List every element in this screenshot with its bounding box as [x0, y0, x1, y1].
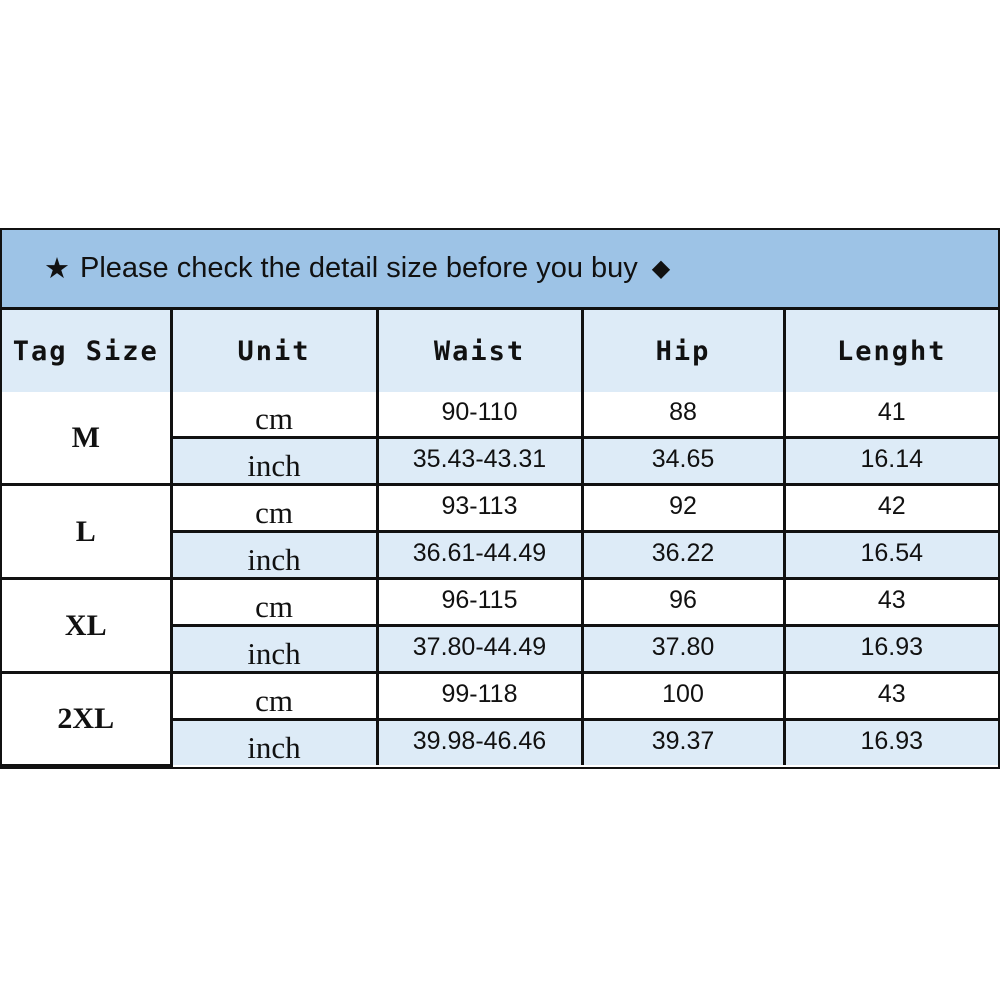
unit-cell: inch [171, 530, 379, 580]
unit-cell: inch [171, 624, 379, 674]
waist-cell: 36.61-44.49 [375, 530, 584, 580]
hip-cell: 37.80 [580, 624, 786, 674]
header-row: Tag Size Unit Waist Hip Lenght [2, 310, 998, 392]
waist-cell: 39.98-46.46 [375, 718, 584, 765]
unit-cell: cm [169, 392, 379, 439]
hip-cell: 36.22 [580, 530, 786, 580]
length-cell: 42 [782, 483, 998, 533]
length-cell: 41 [782, 392, 998, 439]
star-icon: ★ [44, 253, 70, 285]
size-chart-title: ★ Please check the detail size before yo… [2, 230, 998, 310]
length-cell: 43 [782, 671, 998, 721]
tag-size-cell: 2XL [2, 671, 173, 767]
length-cell: 16.93 [782, 624, 998, 674]
hip-cell: 88 [580, 392, 786, 439]
waist-cell: 99-118 [375, 671, 584, 721]
hip-cell: 92 [580, 483, 786, 533]
header-tag-size: Tag Size [2, 310, 173, 392]
table-row: XL cm 96-115 96 43 [2, 577, 998, 674]
header-length: Lenght [782, 310, 998, 392]
hip-cell: 34.65 [580, 436, 786, 486]
title-text: Please check the detail size before you … [80, 252, 638, 284]
header-waist: Waist [375, 310, 584, 392]
tag-size-cell: L [2, 483, 173, 580]
hip-cell: 96 [580, 577, 786, 627]
waist-cell: 90-110 [375, 392, 584, 439]
unit-cell: cm [169, 577, 379, 627]
waist-cell: 96-115 [375, 577, 584, 627]
unit-cell: inch [171, 436, 379, 486]
size-chart: ★ Please check the detail size before yo… [0, 228, 1000, 769]
tag-size-cell: M [2, 392, 173, 486]
unit-cell: cm [169, 483, 379, 533]
waist-cell: 93-113 [375, 483, 584, 533]
table-row: inch 37.80-44.49 37.80 16.93 [2, 624, 998, 674]
length-cell: 16.93 [782, 718, 998, 765]
tag-size-cell: XL [2, 577, 173, 674]
table-row: inch 36.61-44.49 36.22 16.54 [2, 530, 998, 580]
table-row: inch 39.98-46.46 39.37 16.93 [2, 718, 998, 765]
waist-cell: 35.43-43.31 [375, 436, 584, 486]
header-unit: Unit [169, 310, 379, 392]
diamond-icon: ◆ [651, 255, 671, 282]
unit-cell: inch [171, 718, 379, 765]
waist-cell: 37.80-44.49 [375, 624, 584, 674]
table-row: 2XL cm 99-118 100 43 [2, 671, 998, 767]
length-cell: 43 [782, 577, 998, 627]
header-hip: Hip [580, 310, 786, 392]
length-cell: 16.14 [782, 436, 998, 486]
table-row: inch 35.43-43.31 34.65 16.14 [2, 436, 998, 486]
length-cell: 16.54 [782, 530, 998, 580]
unit-cell: cm [169, 671, 379, 721]
hip-cell: 39.37 [580, 718, 786, 765]
hip-cell: 100 [580, 671, 786, 721]
